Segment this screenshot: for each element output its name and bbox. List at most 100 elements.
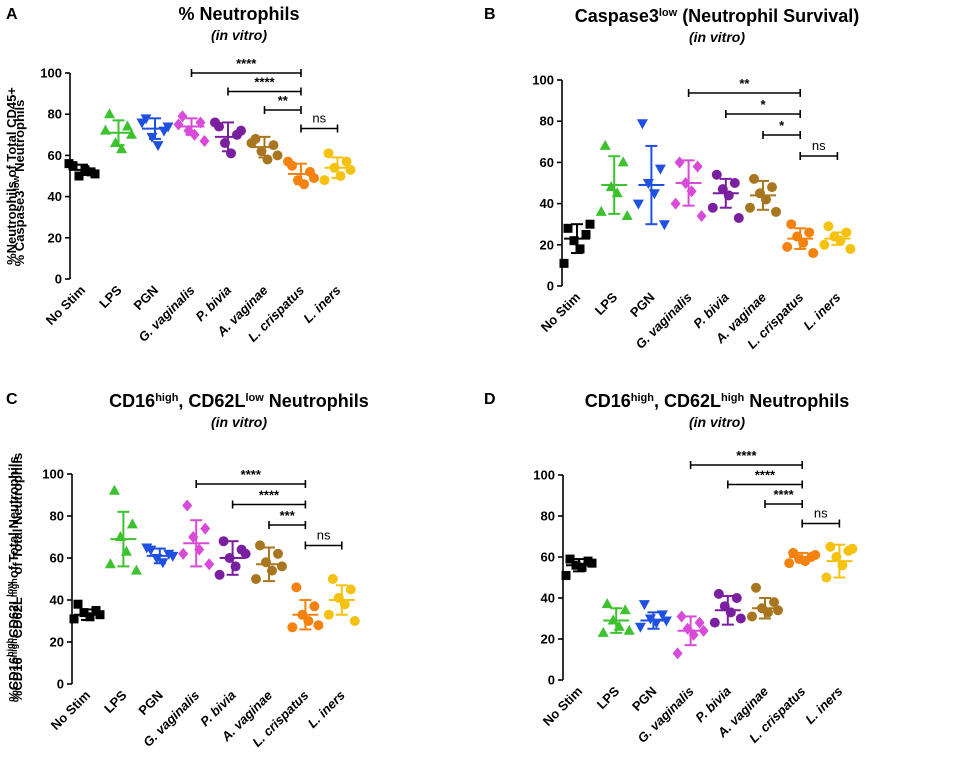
data-point [130, 564, 142, 575]
significance-label: * [760, 97, 766, 112]
series-group [707, 169, 744, 224]
data-point [152, 141, 164, 152]
data-point [272, 150, 283, 161]
y-tick-label: 40 [50, 593, 64, 608]
series-group [283, 156, 319, 190]
data-point [581, 230, 591, 239]
y-label-text: %Neutrophils of Total CD45+ [4, 87, 19, 265]
chart-plot: 0 20 40 60 80 100 % Caspase3low Neutrophils No … [11, 73, 856, 352]
data-point [575, 244, 585, 254]
data-point [749, 173, 759, 184]
panel-label: B [484, 6, 496, 23]
y-tick-label: 40 [540, 196, 554, 211]
significance-bracket: **** [227, 75, 302, 96]
title-text: Neutrophils [263, 391, 369, 411]
title-superscript: high [630, 392, 654, 404]
data-point [632, 199, 644, 210]
data-point [277, 561, 287, 572]
data-point [709, 617, 720, 628]
data-point [345, 584, 356, 595]
significance-label: ** [278, 93, 289, 108]
series-group [782, 219, 819, 259]
x-tick-label: LPS [592, 289, 621, 318]
data-point [825, 541, 836, 552]
y-tick-label: 20 [541, 632, 555, 647]
y-label-superscript: high [9, 638, 19, 657]
data-point [569, 236, 579, 246]
data-point [696, 209, 707, 222]
panel-b: B Caspase3low (Neutrophil Survival) (in vi… [11, 0, 956, 384]
data-point [577, 562, 587, 572]
data-point [623, 624, 635, 635]
data-point [621, 209, 633, 220]
data-point [658, 220, 670, 231]
series-group [672, 610, 709, 660]
series-group [214, 536, 251, 580]
title-text: , CD62L [653, 391, 722, 411]
data-point [773, 605, 783, 616]
data-point [713, 588, 724, 599]
data-point [819, 239, 830, 250]
y-tick-label: 60 [48, 148, 62, 163]
data-point [654, 164, 666, 175]
series-group [709, 588, 746, 628]
title-text: % Neutrophils [178, 4, 300, 24]
data-point [313, 620, 324, 631]
data-point [733, 213, 744, 224]
data-point [617, 156, 629, 167]
data-point [587, 558, 597, 568]
data-point [141, 543, 153, 554]
data-point [116, 143, 127, 154]
series-group [819, 221, 856, 254]
chart-title: % Neutrophils (in vitro) [0, 4, 478, 43]
significance-bracket: * [724, 97, 802, 118]
y-tick-label: 0 [55, 272, 62, 287]
data-point [122, 120, 133, 131]
series-group [104, 484, 142, 575]
title-text: (Neutrophil Survival) [677, 6, 860, 26]
data-point [729, 178, 740, 188]
series-group [64, 159, 100, 181]
data-point [200, 522, 211, 535]
data-point [585, 219, 595, 229]
data-point [199, 134, 210, 147]
significance-bracket: * [762, 118, 802, 139]
title-text: Caspase3 [574, 6, 659, 26]
data-point [309, 601, 320, 612]
data-point [786, 219, 797, 230]
title-text: CD16 [109, 391, 156, 411]
significance-bracket: *** [268, 508, 307, 529]
significance-label: ns [814, 506, 828, 521]
chart-subtitle: (in vitro) [689, 29, 745, 45]
data-point [707, 202, 718, 213]
title-superscript: low [658, 7, 678, 19]
data-point [636, 119, 648, 130]
data-point [341, 156, 352, 167]
data-point [182, 499, 193, 512]
data-point [804, 227, 815, 238]
significance-label: **** [736, 448, 757, 463]
y-label-text: % Caspase3 [12, 190, 27, 266]
data-point [694, 616, 705, 629]
data-point [841, 227, 852, 238]
significance-bracket: **** [764, 487, 804, 508]
data-point [283, 156, 293, 167]
significance-label: ns [317, 528, 331, 543]
series-group [561, 554, 597, 580]
significance-label: ns [812, 138, 826, 153]
y-tick-label: 100 [533, 468, 555, 483]
significance-label: ns [312, 111, 326, 126]
data-point [90, 169, 100, 179]
significance-label: *** [280, 508, 296, 523]
series-group [178, 499, 215, 571]
data-point [178, 547, 189, 560]
x-tick-label: LPS [594, 683, 623, 712]
y-tick-label: 80 [541, 509, 555, 524]
significance-bracket: **** [231, 488, 307, 509]
y-tick-label: 60 [50, 551, 64, 566]
data-point [810, 549, 821, 560]
significance-bracket: ns [799, 138, 839, 160]
data-point [177, 110, 188, 123]
data-point [670, 197, 681, 210]
significance-bracket: ns [300, 111, 339, 133]
